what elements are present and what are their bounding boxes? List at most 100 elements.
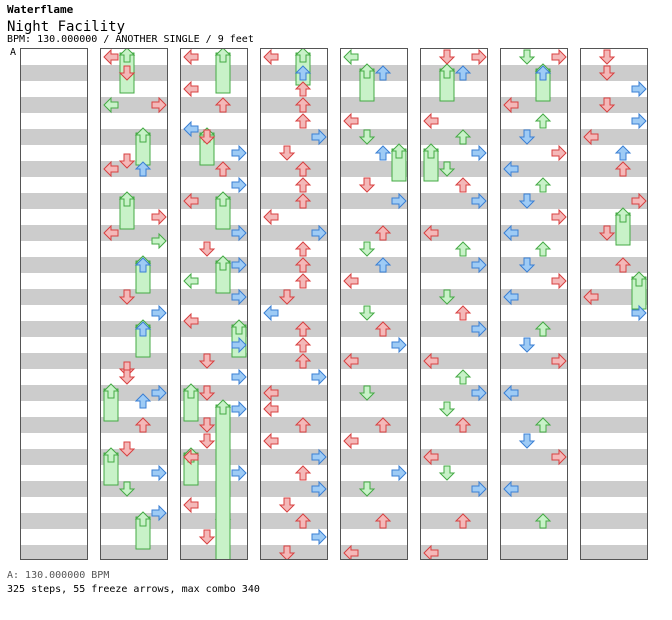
right-arrow-icon (231, 464, 247, 482)
down-arrow-icon (278, 289, 296, 305)
right-arrow-icon (151, 504, 167, 522)
left-arrow-icon (583, 288, 599, 306)
up-arrow-icon (294, 257, 312, 273)
down-arrow-icon (198, 353, 216, 369)
left-arrow-icon (183, 496, 199, 514)
down-arrow-icon (438, 465, 456, 481)
down-arrow-icon (438, 401, 456, 417)
down-arrow-icon (118, 65, 136, 81)
right-arrow-icon (551, 208, 567, 226)
left-arrow-icon (503, 288, 519, 306)
freeze-arrow-icon (102, 383, 120, 399)
up-arrow-icon (294, 161, 312, 177)
up-arrow-icon (534, 513, 552, 529)
right-arrow-icon (151, 304, 167, 322)
freeze-arrow-icon (214, 255, 232, 271)
artist-name: Waterflame (7, 3, 74, 16)
up-arrow-icon (374, 257, 392, 273)
down-arrow-icon (278, 497, 296, 513)
right-arrow-icon (151, 232, 167, 250)
freeze-arrow-icon (438, 63, 456, 79)
down-arrow-icon (358, 305, 376, 321)
down-arrow-icon (518, 193, 536, 209)
measure-column (420, 48, 488, 560)
right-arrow-icon (231, 224, 247, 242)
up-arrow-icon (534, 65, 552, 81)
down-arrow-icon (118, 441, 136, 457)
right-arrow-icon (551, 272, 567, 290)
up-arrow-icon (454, 305, 472, 321)
left-arrow-icon (343, 272, 359, 290)
left-arrow-icon (343, 544, 359, 559)
left-arrow-icon (503, 480, 519, 498)
up-arrow-icon (374, 65, 392, 81)
up-arrow-icon (454, 177, 472, 193)
up-arrow-icon (454, 129, 472, 145)
down-arrow-icon (278, 145, 296, 161)
right-arrow-icon (631, 80, 647, 98)
down-arrow-icon (438, 161, 456, 177)
measure-column (260, 48, 328, 560)
right-arrow-icon (471, 192, 487, 210)
left-arrow-icon (423, 112, 439, 130)
freeze-arrow-icon (294, 49, 312, 63)
measure-column (580, 48, 648, 560)
up-arrow-icon (294, 65, 312, 81)
up-arrow-icon (294, 113, 312, 129)
right-arrow-icon (551, 352, 567, 370)
down-arrow-icon (438, 49, 456, 65)
up-arrow-icon (454, 513, 472, 529)
left-arrow-icon (183, 192, 199, 210)
footer-stats: 325 steps, 55 freeze arrows, max combo 3… (7, 584, 260, 595)
up-arrow-icon (294, 273, 312, 289)
freeze-arrow-icon (182, 383, 200, 399)
right-arrow-icon (551, 448, 567, 466)
up-arrow-icon (454, 65, 472, 81)
right-arrow-icon (391, 464, 407, 482)
left-arrow-icon (343, 432, 359, 450)
up-arrow-icon (374, 513, 392, 529)
down-arrow-icon (358, 129, 376, 145)
up-arrow-icon (294, 241, 312, 257)
down-arrow-icon (118, 481, 136, 497)
right-arrow-icon (471, 256, 487, 274)
left-arrow-icon (423, 224, 439, 242)
up-arrow-icon (534, 177, 552, 193)
right-arrow-icon (231, 368, 247, 386)
up-arrow-icon (294, 321, 312, 337)
measure-column (500, 48, 568, 560)
footer-bpm: A: 130.000000 BPM (7, 570, 110, 581)
down-arrow-icon (358, 241, 376, 257)
left-arrow-icon (183, 312, 199, 330)
measure-column (20, 48, 88, 560)
section-tag: A (10, 47, 17, 58)
up-arrow-icon (134, 393, 152, 409)
left-arrow-icon (183, 80, 199, 98)
column-notes (583, 49, 647, 322)
measure-column (100, 48, 168, 560)
down-arrow-icon (198, 529, 216, 545)
up-arrow-icon (294, 513, 312, 529)
freeze-arrow-icon (118, 49, 136, 63)
right-arrow-icon (471, 480, 487, 498)
column-notes (503, 49, 567, 529)
left-arrow-icon (103, 49, 119, 66)
left-arrow-icon (183, 120, 199, 138)
right-arrow-icon (551, 144, 567, 162)
up-arrow-icon (614, 257, 632, 273)
down-arrow-icon (518, 337, 536, 353)
right-arrow-icon (231, 336, 247, 354)
down-arrow-icon (358, 177, 376, 193)
freeze-arrow-icon (214, 191, 232, 207)
down-arrow-icon (518, 257, 536, 273)
left-arrow-icon (423, 352, 439, 370)
column-notes (102, 49, 167, 550)
left-arrow-icon (503, 224, 519, 242)
left-arrow-icon (263, 208, 279, 226)
right-arrow-icon (471, 320, 487, 338)
right-arrow-icon (151, 208, 167, 226)
chart-meta: BPM: 130.000000 / ANOTHER SINGLE / 9 fee… (7, 34, 254, 45)
up-arrow-icon (294, 353, 312, 369)
down-arrow-icon (198, 385, 216, 401)
up-arrow-icon (534, 321, 552, 337)
